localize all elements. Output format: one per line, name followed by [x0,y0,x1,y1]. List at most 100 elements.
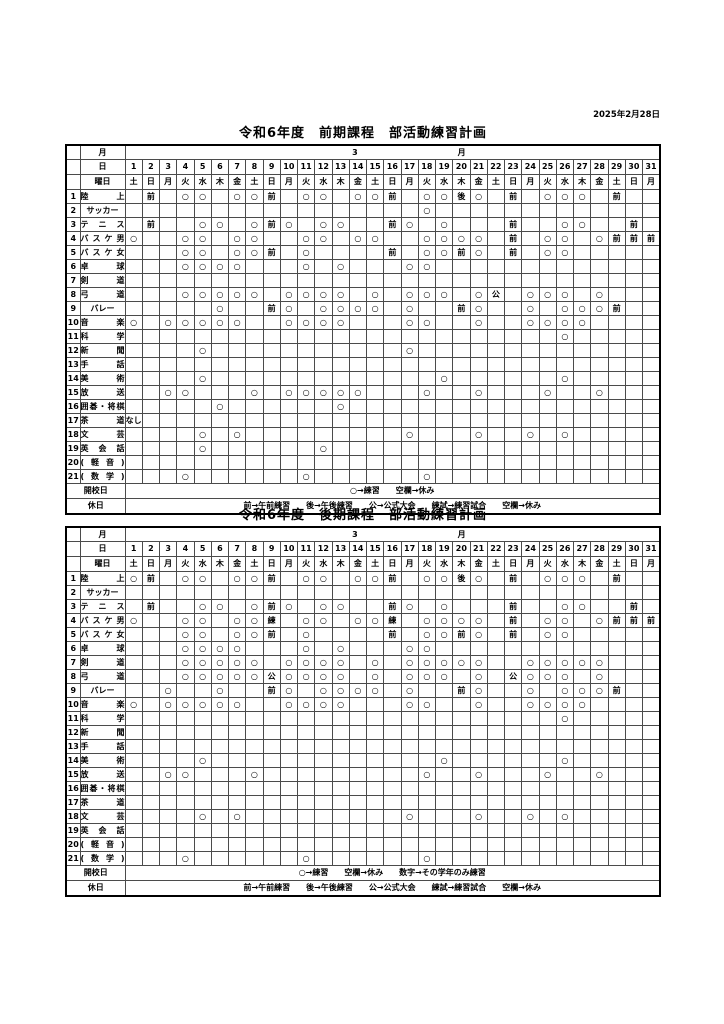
schedule-cell [210,767,230,782]
schedule-cell: ○ [314,385,333,400]
schedule-cell [262,781,281,796]
schedule-cell [521,585,540,600]
day-header-cell: 29 [607,541,626,557]
schedule-cell [572,641,592,656]
schedule-cell [538,455,557,470]
schedule-cell: ○ [314,683,333,698]
schedule-cell: ○ [193,655,212,670]
schedule-cell [590,753,609,768]
schedule-cell [417,413,437,428]
schedule-cell [538,399,557,414]
first-term-schedule-grid: 月 3 月 日 1 2 3 4 5 6 7 8 9 10 11 12 13 14 15 16 17 18 19 20 2… [65,144,661,515]
schedule-cell: ○ [434,371,454,386]
schedule-cell [141,683,161,698]
schedule-cell [538,343,557,358]
schedule-cell [434,469,454,484]
club-row: 1 陸上前 ○ ○ ○ ○ 前 ○ ○ ○ ○ 前 ○ ○ 後 ○ 前 ○ ○ ○ 前 [65,189,661,204]
schedule-cell [607,823,626,838]
schedule-cell [486,613,506,628]
schedule-cell: ○ [555,599,575,614]
schedule-cell: ○ [245,627,264,642]
schedule-cell [555,837,575,852]
legend-holiday-text: 前→午前練習 後→午後練習 公→公式大会 練試→練習試合 空欄→休み [124,498,661,515]
schedule-cell [227,371,247,386]
schedule-cell [262,585,281,600]
schedule-cell [279,781,299,796]
schedule-cell [572,413,592,428]
schedule-cell [538,781,557,796]
schedule-cell [348,287,368,302]
schedule-cell [158,245,178,260]
weekday-header-cell: 水 [314,174,333,190]
schedule-cell: ○ [176,669,195,684]
club-row: 17 茶道 なし [65,413,661,428]
schedule-cell [227,301,247,316]
schedule-cell [365,585,385,600]
schedule-cell [348,655,368,670]
schedule-cell: ○ [417,767,437,782]
day-header-cell: 31 [642,159,661,175]
schedule-cell [331,753,350,768]
schedule-cell [521,613,540,628]
schedule-cell [383,357,402,372]
schedule-cell [624,725,644,740]
day-header-cell: 26 [555,541,575,557]
schedule-cell: ○ [227,287,247,302]
schedule-cell [642,599,661,614]
schedule-cell [590,585,609,600]
schedule-cell [452,823,471,838]
schedule-cell [555,641,575,656]
club-row: 6 卓球 ○ ○ ○ ○ ○ ○ ○ ○ [65,259,661,274]
schedule-cell [642,413,661,428]
day-header-cell: 19 [434,541,454,557]
schedule-cell [555,203,575,218]
schedule-cell [555,585,575,600]
schedule-cell [400,613,419,628]
schedule-cell [262,711,281,726]
schedule-cell [521,767,540,782]
schedule-cell [486,669,506,684]
schedule-cell: ○ [227,697,247,712]
schedule-cell [124,217,143,232]
club-number-cell: 4 [65,613,81,628]
schedule-cell [210,455,230,470]
club-row: 7 剣道 ○ ○ ○ ○ ○ ○ ○ ○ ○ ○ ○ ○ ○ ○ ○ ○ ○ ○ ○ ○ [65,655,661,670]
schedule-cell: ○ [417,315,437,330]
schedule-cell [607,851,626,866]
schedule-cell [452,203,471,218]
schedule-cell [486,585,506,600]
schedule-cell [245,203,264,218]
schedule-cell [262,469,281,484]
club-name-cell: 科学 [79,711,126,726]
day-header-cell: 25 [538,159,557,175]
schedule-cell [262,823,281,838]
schedule-cell [141,795,161,810]
schedule-cell [400,585,419,600]
weekday-header-cell: 日 [624,174,644,190]
schedule-cell: ○ [193,315,212,330]
schedule-cell [607,711,626,726]
schedule-cell [555,343,575,358]
club-name-cell: バスケ女 [79,627,126,642]
schedule-cell [331,455,350,470]
schedule-cell [193,725,212,740]
schedule-cell [210,203,230,218]
schedule-cell [158,441,178,456]
weekday-header-cell: 木 [210,556,230,572]
schedule-cell: ○ [176,259,195,274]
schedule-cell: ○ [279,217,299,232]
schedule-cell [348,739,368,754]
schedule-cell [538,711,557,726]
schedule-cell: 後 [452,571,471,586]
weekday-header-cell: 日 [141,174,161,190]
schedule-cell [141,627,161,642]
schedule-cell [417,399,437,414]
schedule-cell [434,357,454,372]
weekday-header-cell: 水 [314,556,333,572]
schedule-cell: 前 [503,613,523,628]
club-row: 21 (数学) ○ ○ ○ [65,469,661,484]
schedule-cell [521,823,540,838]
schedule-cell [314,851,333,866]
schedule-cell: ○ [348,301,368,316]
schedule-cell [590,781,609,796]
